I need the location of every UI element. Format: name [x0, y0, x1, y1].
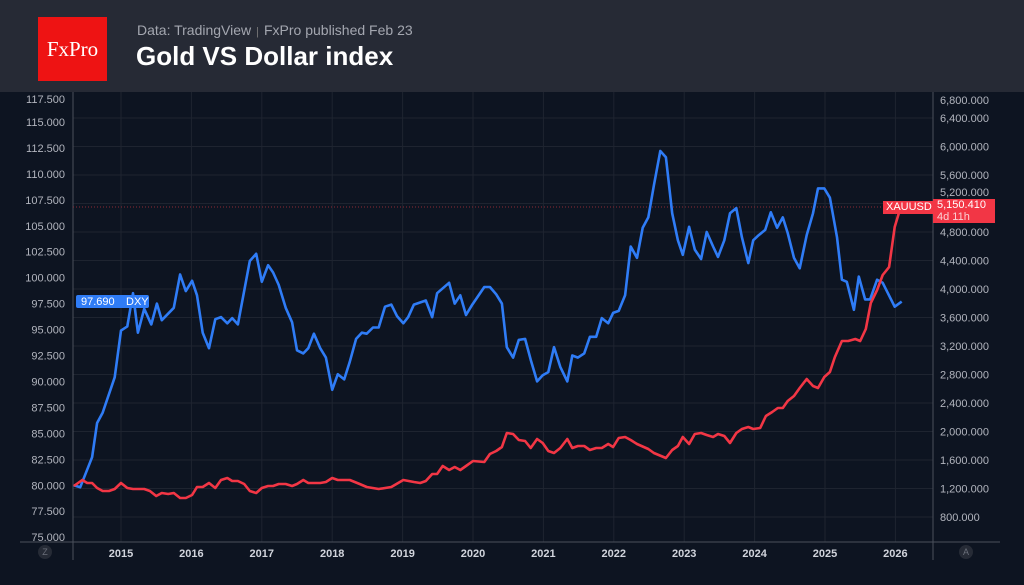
x-tick-label: 2019: [390, 548, 414, 560]
right-tick-label: 3,600.000: [940, 313, 989, 325]
left-tick-label: 115.000: [26, 117, 65, 129]
right-tick-label: 6,000.000: [940, 142, 989, 154]
right-tick-label: 5,600.000: [940, 170, 989, 182]
left-tick-label: 117.500: [26, 94, 65, 106]
left-tick-label: 95.000: [31, 325, 65, 337]
published-date: FxPro published Feb 23: [264, 22, 413, 38]
x-axis: 2015 2016 2017 2018 2019 2020 2021 2022 2023 2024…: [109, 548, 908, 560]
right-tick-label: 1,200.000: [940, 484, 989, 496]
left-tick-label: 105.000: [25, 221, 65, 233]
xauusd-line: [73, 206, 903, 500]
separator: |: [256, 26, 259, 38]
x-tick-label: 2016: [179, 548, 203, 560]
x-tick-label: 2021: [531, 548, 555, 560]
right-tick-label: 1,600.000: [940, 455, 989, 467]
left-tick-label: 80.000: [31, 480, 65, 492]
xauusd-countdown: 4d 11h: [937, 211, 970, 223]
fxpro-logo: FxPro: [38, 17, 107, 81]
right-tick-label: 2,800.000: [940, 370, 989, 382]
grid: [20, 92, 1000, 560]
right-axis: 6,800.000 6,400.000 6,000.000 5,600.000 5,20…: [940, 95, 989, 524]
left-tick-label: 100.000: [25, 273, 65, 285]
right-tick-label: 6,800.000: [940, 95, 989, 107]
xauusd-symbol-label: XAUUSD: [883, 201, 933, 214]
xauusd-last-value: 5,150.410: [937, 199, 986, 211]
x-tick-label: 2017: [250, 548, 274, 560]
right-tick-label: 2,000.000: [940, 427, 989, 439]
dxy-line: [73, 149, 903, 489]
left-tick-label: 87.500: [31, 402, 65, 414]
auto-scale-left-button[interactable]: Z: [38, 545, 52, 559]
auto-scale-right-button[interactable]: A: [959, 545, 973, 559]
x-tick-label: 2015: [109, 548, 133, 560]
left-axis: 117.500 115.000 112.500 110.000 107.500 105.0…: [25, 94, 65, 544]
left-tick-label: 75.000: [31, 532, 65, 544]
left-tick-label: 82.500: [31, 454, 65, 466]
x-tick-label: 2022: [602, 548, 626, 560]
right-tick-label: 2,400.000: [940, 398, 989, 410]
left-tick-label: 85.000: [31, 428, 65, 440]
x-tick-label: 2024: [742, 548, 767, 560]
chart-subtitle: Data: TradingView | FxPro published Feb 23: [137, 22, 413, 40]
dxy-price-label: 97.690 DXY: [76, 295, 149, 308]
left-tick-label: 110.000: [26, 169, 65, 181]
right-tick-label: 5,200.000: [940, 187, 989, 199]
x-tick-label: 2025: [813, 548, 837, 560]
left-tick-label: 92.500: [31, 351, 65, 363]
xauusd-price-label: 5,150.410 4d 11h: [933, 199, 995, 223]
data-source: Data: TradingView: [137, 22, 252, 38]
dxy-symbol: DXY: [126, 296, 149, 308]
right-tick-label: 4,000.000: [940, 284, 989, 296]
dxy-last-value: 97.690: [81, 296, 115, 308]
left-tick-label: 77.500: [31, 506, 65, 518]
right-tick-label: 6,400.000: [940, 113, 989, 125]
x-tick-label: 2020: [461, 548, 485, 560]
right-tick-label: 3,200.000: [940, 341, 989, 353]
chart-header: FxPro Data: TradingView | FxPro published …: [0, 0, 1024, 92]
series-lines: [73, 149, 903, 500]
right-tick-label: 4,800.000: [940, 227, 989, 239]
x-tick-label: 2026: [883, 548, 907, 560]
right-tick-label: 800.000: [940, 512, 980, 524]
left-tick-label: 97.500: [31, 299, 65, 311]
left-tick-label: 107.500: [25, 195, 65, 207]
x-tick-label: 2018: [320, 548, 344, 560]
chart-title: Gold VS Dollar index: [136, 41, 394, 71]
right-tick-label: 4,400.000: [940, 256, 989, 268]
left-tick-label: 90.000: [31, 376, 65, 388]
left-tick-label: 102.500: [25, 247, 65, 259]
left-tick-label: 112.500: [26, 143, 65, 155]
x-tick-label: 2023: [672, 548, 696, 560]
